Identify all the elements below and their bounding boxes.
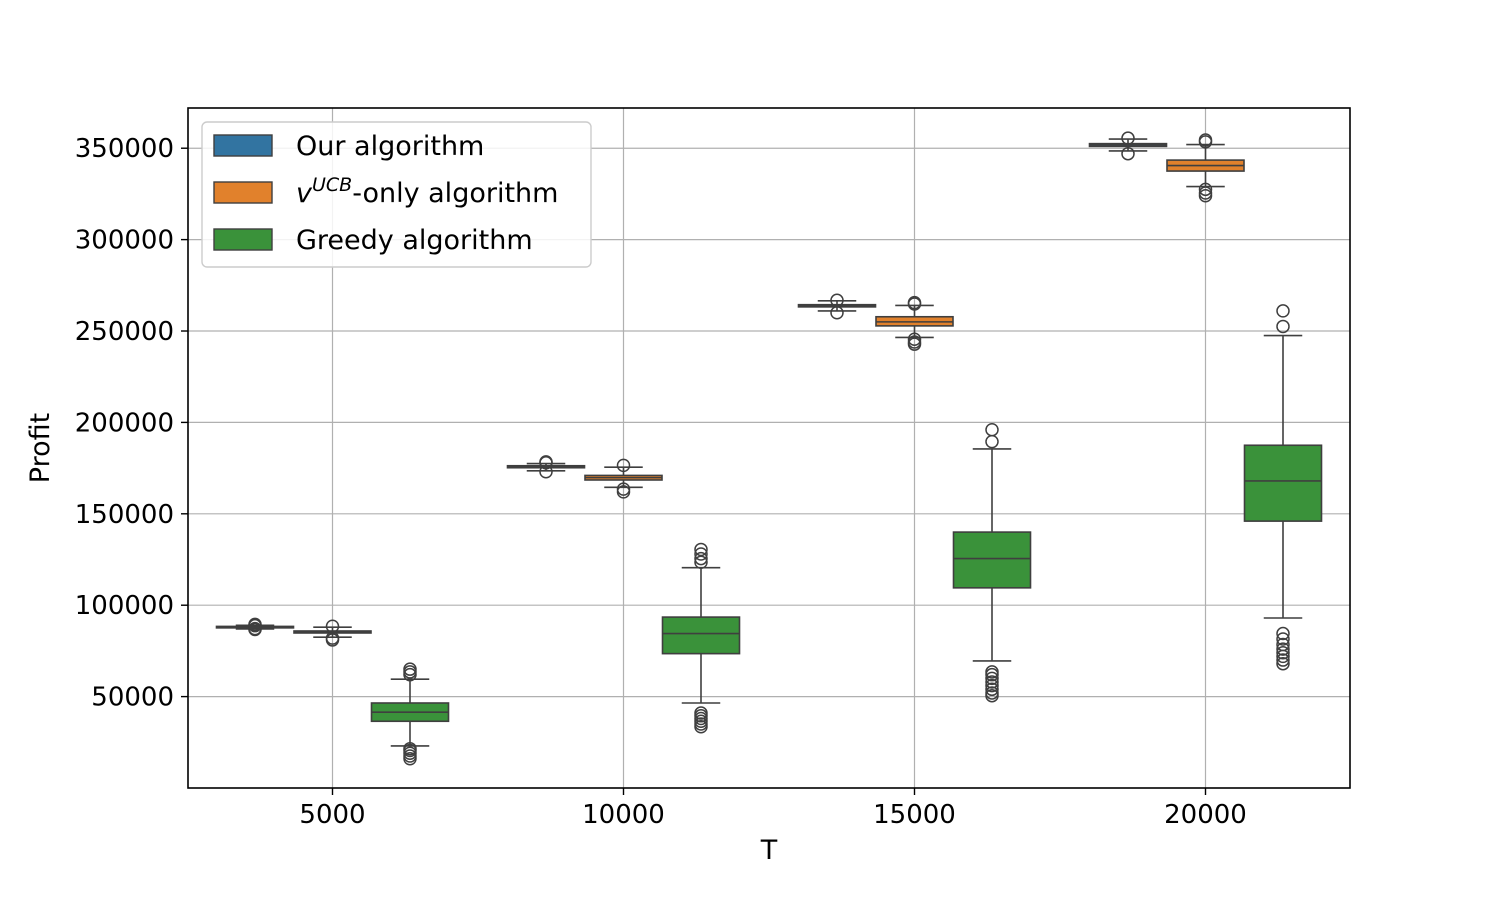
legend-label-base: v bbox=[296, 178, 313, 209]
iqr-box bbox=[1243, 444, 1323, 522]
legend-label: Greedy algorithm bbox=[296, 225, 533, 256]
outlier-point bbox=[1198, 133, 1213, 147]
box-2-1 bbox=[661, 542, 741, 734]
y-axis-ticks: 50000 100000 150000 200000 250000 300000 35000… bbox=[75, 134, 188, 713]
outlier-point bbox=[1121, 131, 1135, 145]
outlier-point bbox=[985, 671, 999, 686]
legend: Our algorithm vUCB-only algorithm Greedy a… bbox=[201, 121, 592, 268]
outlier-point bbox=[1198, 186, 1213, 200]
y-tick-label: 200000 bbox=[75, 408, 174, 438]
legend-label: vUCB-only algorithm bbox=[296, 174, 558, 209]
box-0-1 bbox=[506, 455, 586, 479]
outlier-point bbox=[985, 686, 999, 700]
box-0-2 bbox=[797, 293, 877, 320]
box-0-0 bbox=[215, 617, 295, 637]
outlier-point bbox=[1276, 642, 1290, 656]
outlier-point bbox=[985, 665, 999, 679]
legend-label-sup: UCB bbox=[312, 174, 352, 196]
outlier-point bbox=[1198, 182, 1213, 197]
outlier-point bbox=[1276, 319, 1290, 334]
x-axis-label: T bbox=[760, 835, 778, 866]
outlier-point bbox=[403, 741, 417, 756]
outlier-point bbox=[248, 617, 262, 632]
outlier-point bbox=[403, 662, 417, 676]
x-tick-label: 15000 bbox=[873, 800, 956, 830]
box-1-0 bbox=[293, 619, 372, 647]
outlier-point bbox=[325, 619, 340, 633]
outlier-point bbox=[985, 675, 999, 689]
outlier-point bbox=[1276, 304, 1290, 318]
outlier-point bbox=[694, 547, 708, 561]
outlier-point bbox=[1276, 632, 1290, 646]
y-tick-label: 50000 bbox=[91, 683, 174, 713]
legend-label: Our algorithm bbox=[296, 131, 484, 162]
x-axis-ticks: 5000 10000 15000 20000 bbox=[299, 788, 1247, 830]
iqr-box bbox=[661, 616, 741, 655]
outlier-point bbox=[694, 542, 708, 557]
outlier-point bbox=[694, 706, 708, 720]
outlier-point bbox=[616, 458, 631, 473]
legend-label-rest: -only algorithm bbox=[352, 178, 558, 209]
legend-swatch bbox=[213, 181, 273, 204]
outlier-point bbox=[1276, 645, 1290, 660]
legend-frame bbox=[201, 121, 592, 268]
outlier-point bbox=[539, 465, 553, 479]
outlier-point bbox=[985, 678, 999, 693]
iqr-box bbox=[952, 531, 1032, 589]
x-tick-label: 20000 bbox=[1164, 800, 1247, 830]
outlier-point bbox=[985, 434, 999, 449]
box-1-1 bbox=[584, 458, 663, 499]
outlier-point bbox=[907, 332, 922, 346]
outlier-point bbox=[403, 665, 417, 679]
legend-swatch bbox=[213, 134, 273, 157]
outlier-point bbox=[1276, 637, 1290, 652]
x-tick-label: 5000 bbox=[299, 800, 365, 830]
outlier-point bbox=[985, 422, 999, 437]
outlier-point bbox=[539, 455, 553, 469]
y-tick-label: 300000 bbox=[75, 226, 174, 256]
outlier-point bbox=[1276, 653, 1290, 667]
outlier-point bbox=[907, 295, 922, 310]
y-tick-label: 250000 bbox=[75, 317, 174, 347]
y-tick-label: 100000 bbox=[75, 591, 174, 621]
box-2-2 bbox=[952, 422, 1032, 703]
outlier-point bbox=[616, 482, 631, 496]
y-tick-label: 150000 bbox=[75, 500, 174, 530]
box-series bbox=[215, 131, 1323, 766]
box-1-2 bbox=[875, 295, 954, 351]
y-tick-label: 350000 bbox=[75, 134, 174, 164]
plot-area-frame bbox=[187, 107, 1351, 789]
x-tick-label: 10000 bbox=[582, 800, 665, 830]
box-2-3 bbox=[1243, 304, 1323, 671]
outlier-point bbox=[694, 551, 708, 566]
outlier-point bbox=[830, 293, 844, 308]
box-2-0 bbox=[370, 662, 450, 766]
outlier-point bbox=[1276, 626, 1290, 641]
outlier-point bbox=[985, 682, 999, 697]
box-1-3 bbox=[1166, 133, 1245, 203]
box-0-3 bbox=[1088, 131, 1168, 161]
outlier-point bbox=[1276, 656, 1290, 671]
outlier-point bbox=[1121, 146, 1135, 161]
outlier-point bbox=[694, 555, 708, 569]
y-axis-label: Profit bbox=[25, 413, 56, 483]
legend-swatch bbox=[213, 228, 273, 251]
